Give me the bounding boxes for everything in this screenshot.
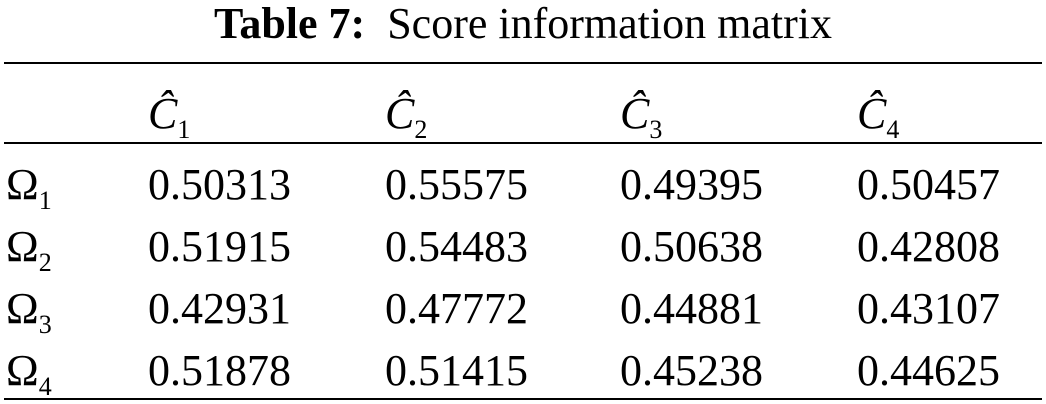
cell: 0.44881 [620,284,763,333]
cell: 0.45238 [620,346,763,395]
column-header: Ĉ3 [620,89,662,143]
column-header-subscript: 2 [414,115,428,144]
cell: 0.51915 [148,222,291,271]
column-header-symbol: Ĉ [857,89,887,138]
cell: 0.49395 [620,160,763,209]
column-header-subscript: 3 [649,115,663,144]
row-label-subscript: 4 [38,372,52,401]
cell: 0.54483 [385,222,528,271]
row-label-symbol: Ω [6,346,39,395]
cell: 0.50457 [857,160,1000,209]
caption-label: Table 7: [214,0,366,48]
mid-rule [4,142,1042,144]
cell: 0.47772 [385,284,528,333]
row-label-symbol: Ω [6,222,39,271]
cell: 0.51415 [385,346,528,395]
row-label: Ω2 [6,222,52,276]
cell: 0.50313 [148,160,291,209]
cell: 0.44625 [857,346,1000,395]
column-header-symbol: Ĉ [620,89,650,138]
cell: 0.43107 [857,284,1000,333]
cell: 0.42931 [148,284,291,333]
caption-text: Score information matrix [387,0,832,48]
row-label: Ω1 [6,160,52,214]
row-label-subscript: 2 [38,248,52,277]
cell: 0.42808 [857,222,1000,271]
row-label-symbol: Ω [6,284,39,333]
column-header: Ĉ1 [148,89,190,143]
column-header: Ĉ4 [857,89,899,143]
row-label: Ω3 [6,284,52,338]
caption: Table 7: Score information matrix [0,2,1046,46]
top-rule [4,62,1042,64]
column-header: Ĉ2 [385,89,427,143]
row-label-subscript: 1 [38,186,52,215]
row-label: Ω4 [6,346,52,400]
column-header-symbol: Ĉ [385,89,415,138]
cell: 0.55575 [385,160,528,209]
column-header-subscript: 1 [177,115,191,144]
column-header-subscript: 4 [886,115,900,144]
cell: 0.50638 [620,222,763,271]
row-label-symbol: Ω [6,160,39,209]
column-header-symbol: Ĉ [148,89,178,138]
cell: 0.51878 [148,346,291,395]
bottom-rule [4,398,1042,400]
row-label-subscript: 3 [38,310,52,339]
